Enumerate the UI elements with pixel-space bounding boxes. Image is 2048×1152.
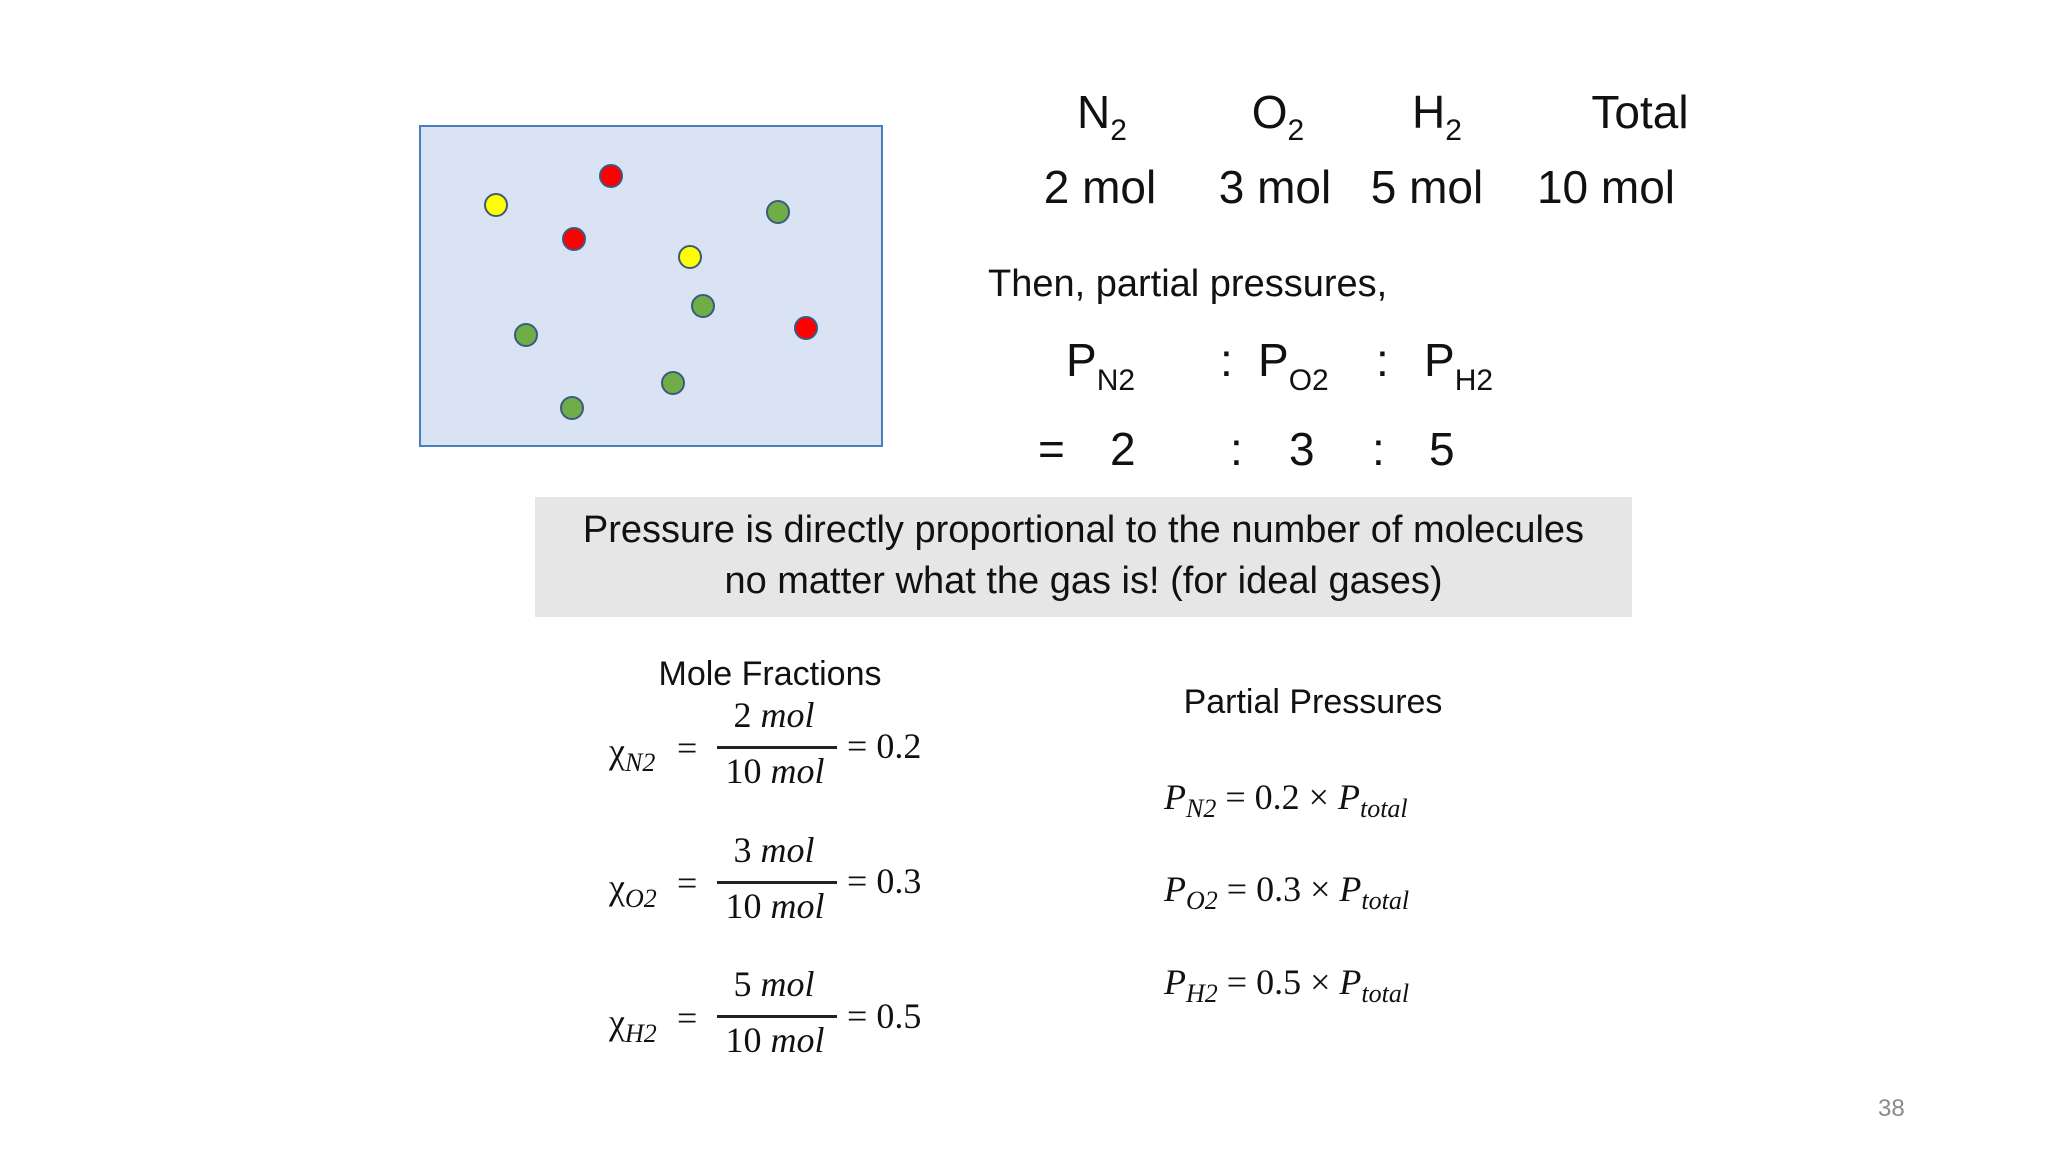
fraction-bar (717, 746, 837, 749)
green-molecule (661, 371, 685, 395)
fraction-bar (717, 1015, 837, 1018)
moles-h2: 5 mol (1370, 161, 1484, 213)
ratio-colon: : (1376, 334, 1389, 386)
fraction-result: = 0.5 (847, 996, 922, 1036)
banner-line-1: Pressure is directly proportional to the… (582, 509, 1585, 551)
pressure-n2-label: PN2 (1066, 334, 1136, 397)
fraction-result: = 0.2 (847, 726, 922, 766)
chi-h2: χH2 (609, 1002, 657, 1048)
yellow-molecule (678, 245, 702, 269)
page-number: 38 (1878, 1095, 1905, 1122)
ratio-colon: : (1372, 423, 1385, 475)
partial-pressure-o2: PO2 = 0.3 × Ptotal (1164, 869, 1410, 915)
ratio-colon: : (1230, 423, 1243, 475)
partial-pressure-h2: PH2 = 0.5 × Ptotal (1164, 962, 1410, 1008)
pressure-h2-label: PH2 (1424, 334, 1494, 397)
green-molecule (560, 396, 584, 420)
fraction-numerator: 5 mol (733, 964, 815, 1004)
ratio-colon: : (1220, 334, 1233, 386)
gas-header-total: Total (1591, 86, 1689, 138)
gas-header-o2: O2 (1251, 86, 1305, 147)
partial-pressure-n2: PN2 = 0.2 × Ptotal (1164, 777, 1408, 823)
fraction-denominator: 10 mol (725, 886, 825, 926)
red-molecule (599, 164, 623, 188)
ratio-value-o2: 3 (1289, 423, 1315, 475)
banner-line-2: no matter what the gas is! (for ideal ga… (724, 560, 1443, 602)
green-molecule (514, 323, 538, 347)
equals-sign: = (677, 998, 698, 1038)
moles-o2: 3 mol (1218, 161, 1332, 213)
green-molecule (766, 200, 790, 224)
gas-container-diagram (419, 125, 883, 447)
fraction-denominator: 10 mol (725, 751, 825, 791)
ratio-value-h2: 5 (1429, 423, 1455, 475)
chi-o2: χO2 (609, 867, 657, 913)
equals-sign: = (677, 728, 698, 768)
equals-sign: = (677, 863, 698, 903)
gas-header-h2: H2 (1412, 86, 1462, 147)
red-molecule (794, 316, 818, 340)
fraction-result: = 0.3 (847, 861, 922, 901)
green-molecule (691, 294, 715, 318)
moles-total: 10 mol (1536, 161, 1676, 213)
chi-n2: χN2 (609, 731, 656, 777)
gas-header-n2: N2 (1077, 86, 1127, 147)
red-molecule (562, 227, 586, 251)
key-point-banner: Pressure is directly proportional to the… (535, 497, 1632, 617)
mole-fractions-title: Mole Fractions (658, 655, 882, 693)
ratio-value-n2: 2 (1110, 423, 1136, 475)
ratio-equals: = (1038, 423, 1065, 475)
fraction-denominator: 10 mol (725, 1020, 825, 1060)
partial-pressures-title: Partial Pressures (1183, 683, 1443, 721)
fraction-numerator: 3 mol (733, 830, 815, 870)
yellow-molecule (484, 193, 508, 217)
moles-n2: 2 mol (1043, 161, 1157, 213)
fraction-numerator: 2 mol (733, 695, 815, 735)
fraction-bar (717, 881, 837, 884)
pressure-o2-label: PO2 (1258, 334, 1329, 397)
then-text: Then, partial pressures, (988, 263, 1388, 305)
